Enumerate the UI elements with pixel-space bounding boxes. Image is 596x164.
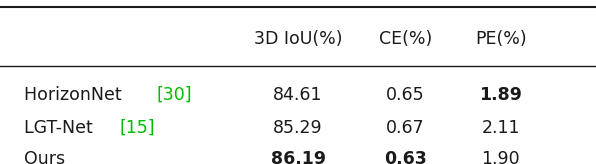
- Text: [15]: [15]: [120, 119, 156, 137]
- Text: Ours: Ours: [24, 150, 65, 164]
- Text: HorizonNet: HorizonNet: [24, 86, 127, 104]
- Text: 1.90: 1.90: [482, 150, 520, 164]
- Text: 0.65: 0.65: [386, 86, 424, 104]
- Text: CE(%): CE(%): [378, 30, 432, 48]
- Text: 85.29: 85.29: [273, 119, 323, 137]
- Text: 0.63: 0.63: [384, 150, 427, 164]
- Text: 0.67: 0.67: [386, 119, 424, 137]
- Text: 3D IoU(%): 3D IoU(%): [254, 30, 342, 48]
- Text: 2.11: 2.11: [482, 119, 520, 137]
- Text: LGT-Net: LGT-Net: [24, 119, 98, 137]
- Text: 86.19: 86.19: [271, 150, 325, 164]
- Text: 84.61: 84.61: [273, 86, 323, 104]
- Text: 1.89: 1.89: [479, 86, 522, 104]
- Text: PE(%): PE(%): [475, 30, 526, 48]
- Text: [30]: [30]: [157, 86, 193, 104]
